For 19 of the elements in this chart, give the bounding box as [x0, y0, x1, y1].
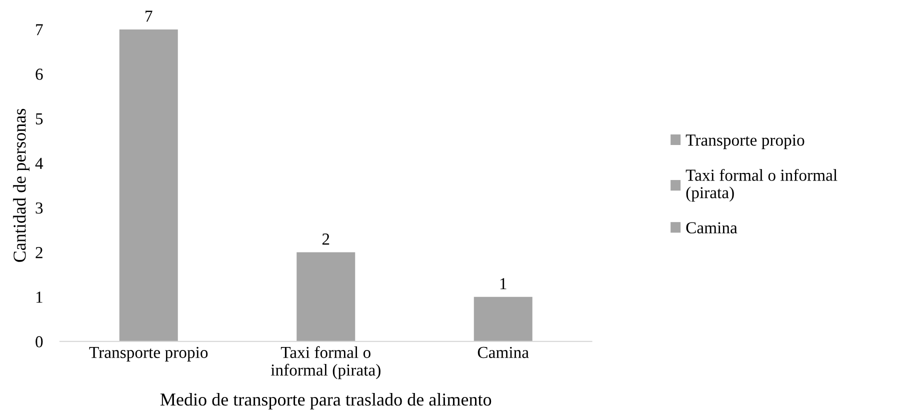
y-tick-label: 2 — [36, 247, 42, 258]
y-tick-label: 6 — [36, 68, 43, 80]
data-label: 7 — [146, 10, 152, 22]
y-tick-label: 4 — [35, 158, 44, 169]
x-tick-label: Camina — [478, 346, 529, 358]
y-tick-label: 0 — [36, 336, 43, 348]
y-tick-label: 1 — [36, 292, 42, 303]
legend-label: Taxi formal o informal (pirata) — [686, 168, 838, 202]
y-tick-label: 5 — [36, 113, 43, 124]
legend-label: Camina — [686, 222, 738, 234]
y-axis-title: Cantidad de personas — [13, 108, 30, 262]
legend-label: Transporte propio — [686, 134, 804, 150]
y-tick-label: 3 — [36, 202, 43, 214]
x-axis-title: Medio de transporte para traslado de alimento — [160, 392, 492, 410]
y-tick-label: 7 — [36, 24, 43, 36]
x-tick-label: Taxi formal o informal (pirata) — [270, 346, 380, 380]
data-label: 2 — [322, 234, 330, 245]
data-label: 1 — [500, 278, 506, 290]
x-tick-label: Transporte propio — [89, 346, 208, 362]
